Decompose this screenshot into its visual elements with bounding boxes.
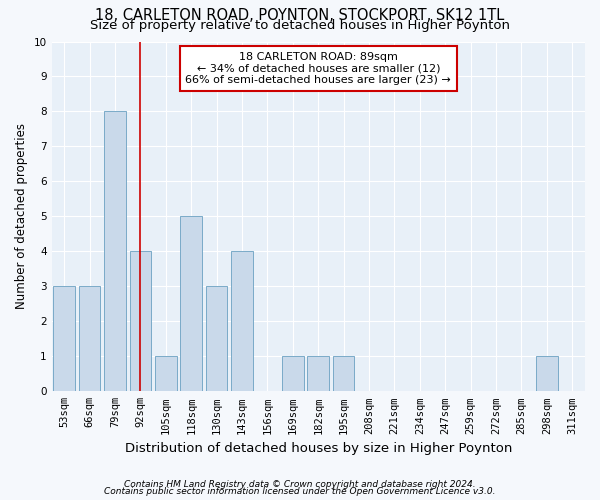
Text: Contains HM Land Registry data © Crown copyright and database right 2024.: Contains HM Land Registry data © Crown c… <box>124 480 476 489</box>
Y-axis label: Number of detached properties: Number of detached properties <box>15 124 28 310</box>
Text: 18 CARLETON ROAD: 89sqm
← 34% of detached houses are smaller (12)
66% of semi-de: 18 CARLETON ROAD: 89sqm ← 34% of detache… <box>185 52 451 85</box>
Bar <box>282 356 304 392</box>
Bar <box>104 112 126 392</box>
Bar <box>333 356 355 392</box>
Bar <box>231 252 253 392</box>
Bar <box>130 252 151 392</box>
Bar <box>536 356 557 392</box>
Bar <box>181 216 202 392</box>
Text: Contains public sector information licensed under the Open Government Licence v3: Contains public sector information licen… <box>104 488 496 496</box>
Bar <box>53 286 75 392</box>
Text: Size of property relative to detached houses in Higher Poynton: Size of property relative to detached ho… <box>90 18 510 32</box>
Text: 18, CARLETON ROAD, POYNTON, STOCKPORT, SK12 1TL: 18, CARLETON ROAD, POYNTON, STOCKPORT, S… <box>95 8 505 22</box>
X-axis label: Distribution of detached houses by size in Higher Poynton: Distribution of detached houses by size … <box>125 442 512 455</box>
Bar <box>206 286 227 392</box>
Bar <box>307 356 329 392</box>
Bar <box>79 286 100 392</box>
Bar <box>155 356 176 392</box>
